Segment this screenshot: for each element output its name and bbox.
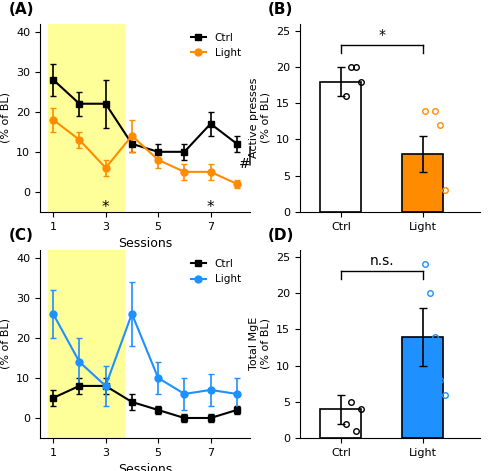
Y-axis label: MgE
(% of BL): MgE (% of BL) <box>0 318 10 369</box>
Text: n.s.: n.s. <box>370 254 394 268</box>
X-axis label: Sessions: Sessions <box>118 463 172 471</box>
Y-axis label: Active presses
(% of BL): Active presses (% of BL) <box>0 78 10 158</box>
Text: (A): (A) <box>8 2 34 17</box>
Bar <box>402 154 443 212</box>
Text: #: # <box>239 157 250 171</box>
X-axis label: Sessions: Sessions <box>118 237 172 250</box>
Bar <box>320 81 362 212</box>
Text: (C): (C) <box>8 228 34 243</box>
Text: *: * <box>207 201 214 215</box>
Bar <box>320 409 362 438</box>
Bar <box>48 250 124 438</box>
Bar <box>48 24 124 212</box>
Y-axis label: Total MgE
(% of BL): Total MgE (% of BL) <box>249 317 270 371</box>
Text: (B): (B) <box>268 2 293 17</box>
Text: *: * <box>378 28 386 41</box>
Y-axis label: Active presses
(% of BL): Active presses (% of BL) <box>249 78 270 158</box>
Legend: Ctrl, Light: Ctrl, Light <box>186 255 245 288</box>
Legend: Ctrl, Light: Ctrl, Light <box>186 29 245 62</box>
Bar <box>402 337 443 438</box>
Text: (D): (D) <box>268 228 294 243</box>
Text: *: * <box>102 201 110 215</box>
